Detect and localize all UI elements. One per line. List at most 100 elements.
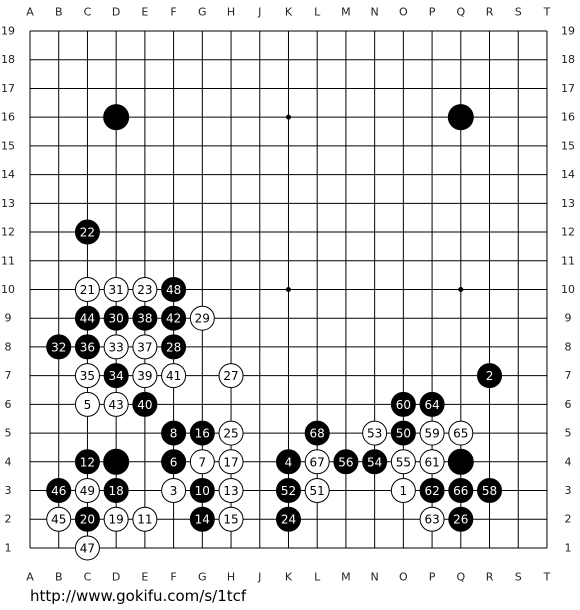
column-label: T [543,571,551,584]
black-stone [161,449,187,475]
row-label: 1 [565,541,572,554]
move-number: 48 [166,283,181,297]
column-label: C [84,6,92,19]
column-label: D [112,6,120,19]
black-stone [448,478,474,504]
black-stone [448,506,474,532]
white-stone [74,478,100,504]
column-label: T [543,6,551,19]
move-number: 51 [310,484,325,498]
white-stone [218,449,244,475]
column-label: R [486,6,494,19]
row-label: 12 [1,226,15,239]
white-stone [132,506,158,532]
column-label: K [285,571,293,584]
row-label: 9 [5,312,12,325]
row-label: 19 [1,25,15,38]
white-stone [103,276,129,302]
row-label: 8 [565,340,572,353]
row-label: 10 [561,283,575,296]
move-number: 21 [80,283,95,297]
row-label: 17 [1,82,15,95]
row-label: 19 [561,25,575,38]
white-stone [218,478,244,504]
move-number: 55 [396,455,411,469]
move-number: 10 [195,484,210,498]
move-number: 32 [51,340,66,354]
move-number: 19 [109,513,124,527]
black-stone [304,420,330,446]
column-label: N [371,571,379,584]
move-number: 11 [137,513,152,527]
move-number: 15 [223,513,238,527]
move-number: 24 [281,513,296,527]
black-stone [275,506,301,532]
move-number: 5 [84,398,92,412]
column-label: P [429,6,436,19]
black-stone [390,391,416,417]
column-label: K [285,6,293,19]
black-stone [74,219,100,245]
white-stone [419,506,445,532]
white-stone [304,478,330,504]
move-number: 33 [109,340,124,354]
move-number: 30 [109,312,124,326]
white-stone [189,449,215,475]
move-number: 17 [223,455,238,469]
white-stone [218,420,244,446]
black-stone [275,478,301,504]
move-number: 67 [310,455,325,469]
move-number: 35 [80,369,95,383]
white-stone [390,478,416,504]
move-number: 38 [137,312,152,326]
move-number: 27 [223,369,238,383]
move-number: 1 [400,484,408,498]
move-number: 23 [137,283,152,297]
column-label: F [170,6,176,19]
column-label: J [257,571,261,584]
white-stone [74,391,100,417]
move-number: 20 [80,513,95,527]
black-stone [161,276,187,302]
row-label: 1 [5,541,12,554]
move-number: 8 [170,427,178,441]
black-stone [333,449,359,475]
white-stone [161,478,187,504]
white-stone [448,420,474,446]
row-label: 3 [565,484,572,497]
white-stone [103,506,129,532]
row-label: 4 [5,455,12,468]
black-stone [46,334,72,360]
white-stone [132,276,158,302]
move-number: 61 [424,455,439,469]
move-number: 22 [80,226,95,240]
white-stone [362,420,388,446]
move-number: 16 [195,427,210,441]
black-stone [132,391,158,417]
black-stone [447,448,474,475]
move-number: 2 [486,369,494,383]
move-number: 29 [195,312,210,326]
white-stone [74,363,100,389]
move-number: 63 [424,513,439,527]
black-stone [189,478,215,504]
white-stone [218,506,244,532]
column-label: B [55,6,63,19]
row-label: 10 [1,283,15,296]
move-number: 50 [396,427,411,441]
column-label: R [486,571,494,584]
white-stone [103,391,129,417]
row-label: 5 [5,427,12,440]
move-number: 12 [80,455,95,469]
move-number: 59 [424,427,439,441]
move-number: 28 [166,340,181,354]
move-number: 7 [198,455,206,469]
black-stone [74,506,100,532]
row-label: 6 [5,398,12,411]
star-point [285,114,291,120]
row-label: 11 [561,254,575,267]
move-number: 58 [482,484,497,498]
white-stone [103,334,129,360]
row-label: 14 [1,168,15,181]
move-number: 47 [80,541,95,555]
